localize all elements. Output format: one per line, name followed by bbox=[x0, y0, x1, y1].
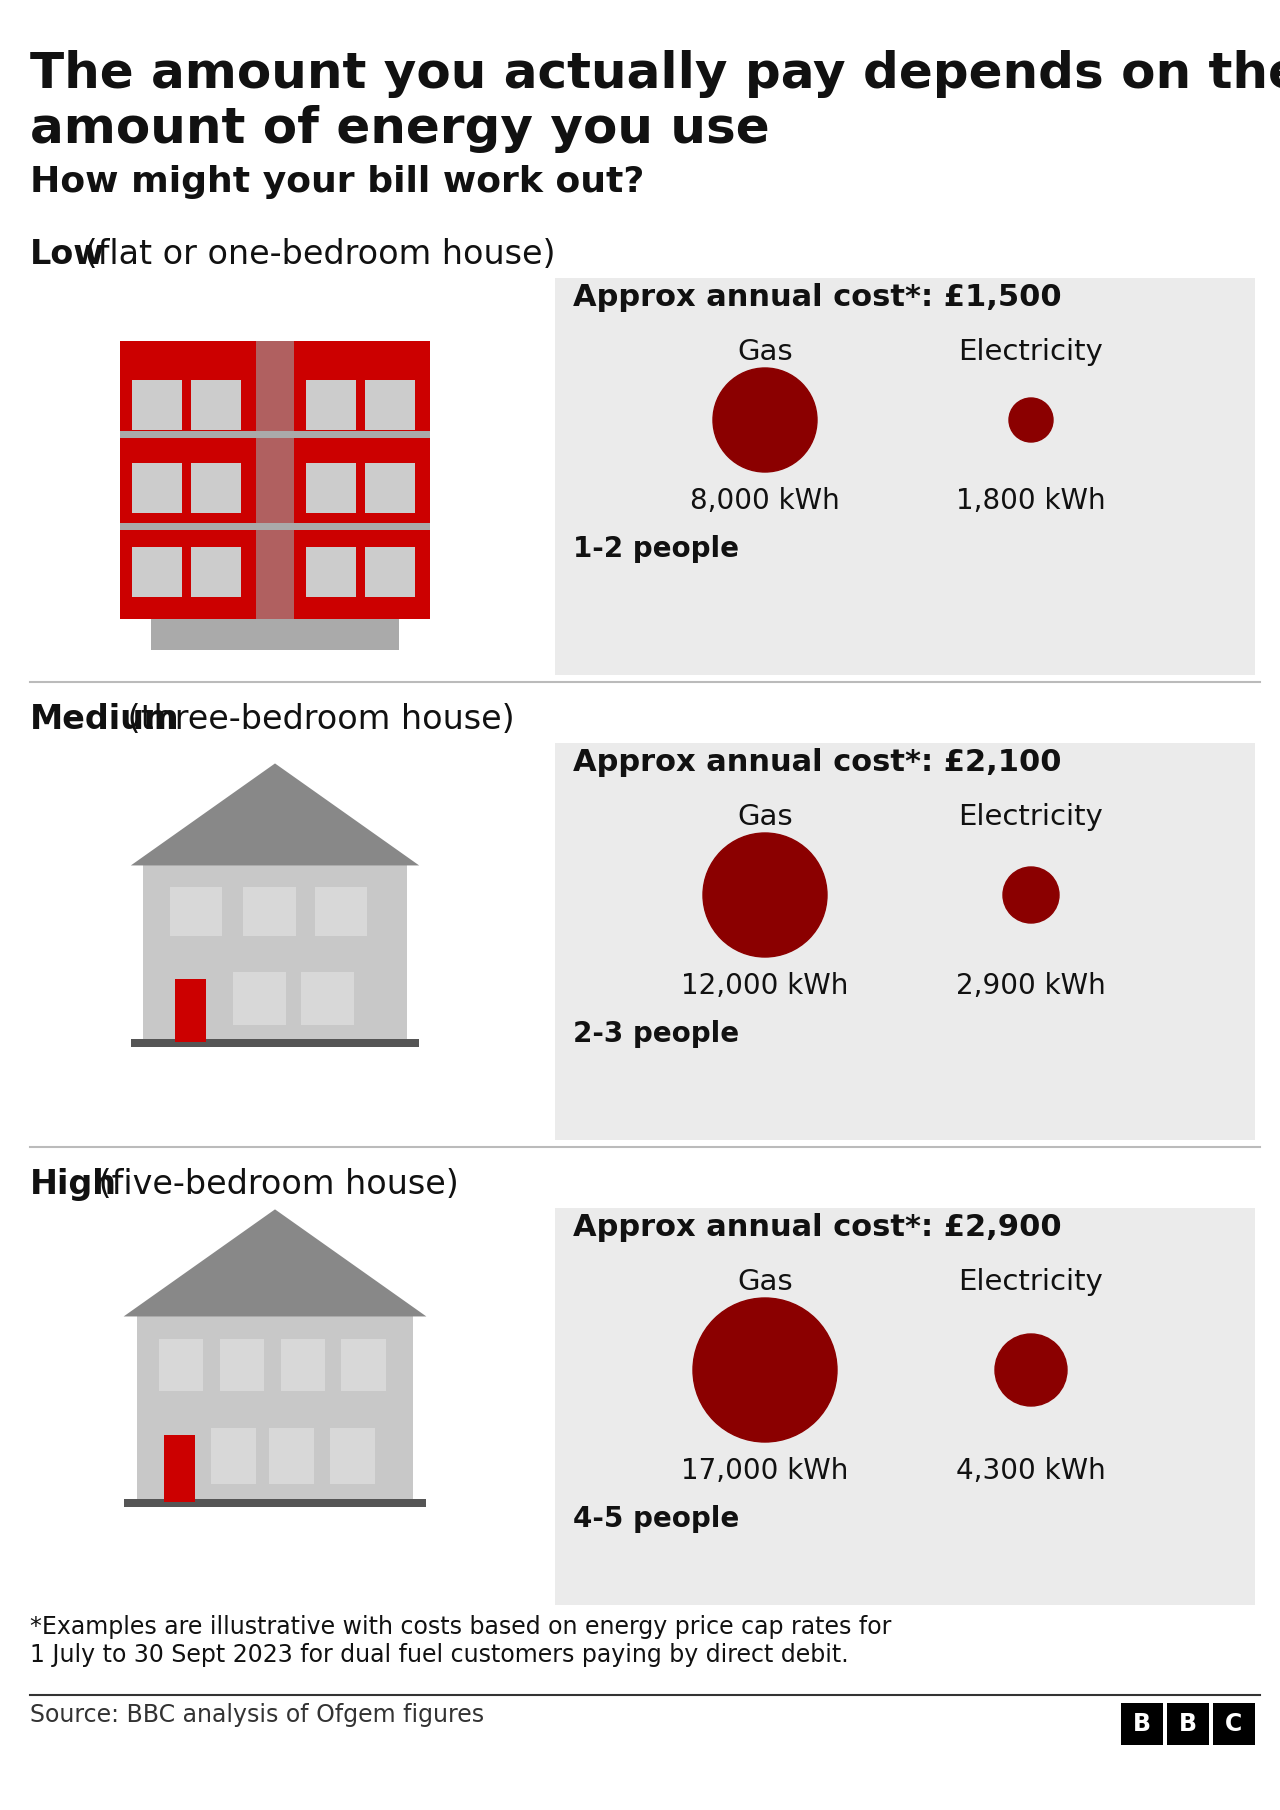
Text: amount of energy you use: amount of energy you use bbox=[29, 105, 769, 154]
Bar bbox=[365, 547, 415, 597]
Text: Approx annual cost*: £1,500: Approx annual cost*: £1,500 bbox=[573, 282, 1061, 311]
Text: Medium: Medium bbox=[29, 702, 179, 737]
Bar bbox=[306, 463, 356, 514]
Bar bbox=[1167, 1703, 1210, 1745]
Bar bbox=[270, 1428, 314, 1484]
Circle shape bbox=[1009, 398, 1053, 442]
Bar bbox=[233, 972, 285, 1024]
Text: Approx annual cost*: £2,900: Approx annual cost*: £2,900 bbox=[573, 1213, 1061, 1242]
Bar bbox=[365, 380, 415, 429]
Polygon shape bbox=[131, 764, 419, 865]
Text: 1-2 people: 1-2 people bbox=[573, 536, 739, 563]
Bar bbox=[1121, 1703, 1164, 1745]
Bar bbox=[120, 340, 256, 619]
Text: *Examples are illustrative with costs based on energy price cap rates for: *Examples are illustrative with costs ba… bbox=[29, 1615, 891, 1640]
Text: 4,300 kWh: 4,300 kWh bbox=[956, 1457, 1106, 1484]
Bar bbox=[191, 380, 241, 429]
Bar bbox=[1213, 1703, 1254, 1745]
Text: 17,000 kWh: 17,000 kWh bbox=[681, 1457, 849, 1484]
Bar bbox=[243, 887, 296, 936]
Bar bbox=[306, 380, 356, 429]
Text: 4-5 people: 4-5 people bbox=[573, 1504, 740, 1533]
Bar bbox=[306, 547, 356, 597]
Text: High: High bbox=[29, 1167, 116, 1202]
Bar bbox=[315, 887, 367, 936]
Bar bbox=[220, 1339, 264, 1390]
Bar bbox=[556, 279, 1254, 675]
Text: 2-3 people: 2-3 people bbox=[573, 1021, 739, 1048]
Bar bbox=[132, 463, 182, 514]
Text: Low: Low bbox=[29, 237, 105, 272]
Bar bbox=[131, 1039, 419, 1048]
Circle shape bbox=[713, 367, 817, 472]
Text: 2,900 kWh: 2,900 kWh bbox=[956, 972, 1106, 999]
Circle shape bbox=[703, 833, 827, 957]
Text: The amount you actually pay depends on the: The amount you actually pay depends on t… bbox=[29, 51, 1280, 98]
Bar bbox=[280, 1339, 325, 1390]
Bar bbox=[120, 431, 430, 438]
Text: Electricity: Electricity bbox=[959, 338, 1103, 366]
Bar bbox=[293, 340, 430, 619]
Bar bbox=[120, 523, 430, 530]
Bar bbox=[124, 1499, 426, 1508]
Bar bbox=[143, 865, 407, 1043]
Bar bbox=[365, 463, 415, 514]
Bar bbox=[151, 619, 399, 650]
Circle shape bbox=[1004, 867, 1059, 923]
Text: Electricity: Electricity bbox=[959, 804, 1103, 831]
Bar bbox=[159, 1339, 204, 1390]
Bar bbox=[132, 380, 182, 429]
Text: C: C bbox=[1225, 1712, 1243, 1736]
Bar bbox=[556, 742, 1254, 1140]
Text: 1 July to 30 Sept 2023 for dual fuel customers paying by direct debit.: 1 July to 30 Sept 2023 for dual fuel cus… bbox=[29, 1643, 849, 1667]
Text: Gas: Gas bbox=[737, 338, 792, 366]
Bar bbox=[556, 1207, 1254, 1605]
Bar bbox=[137, 1316, 413, 1502]
Text: (three-bedroom house): (three-bedroom house) bbox=[116, 702, 515, 737]
Text: Approx annual cost*: £2,100: Approx annual cost*: £2,100 bbox=[573, 748, 1061, 776]
Text: Gas: Gas bbox=[737, 804, 792, 831]
Text: How might your bill work out?: How might your bill work out? bbox=[29, 165, 644, 199]
Text: 8,000 kWh: 8,000 kWh bbox=[690, 487, 840, 516]
Bar bbox=[330, 1428, 375, 1484]
Bar bbox=[169, 887, 223, 936]
Bar bbox=[256, 340, 293, 619]
Text: 12,000 kWh: 12,000 kWh bbox=[681, 972, 849, 999]
Circle shape bbox=[995, 1334, 1068, 1406]
Bar bbox=[342, 1339, 385, 1390]
Bar bbox=[120, 619, 151, 650]
Text: 1,800 kWh: 1,800 kWh bbox=[956, 487, 1106, 516]
Bar bbox=[191, 547, 241, 597]
Text: (five-bedroom house): (five-bedroom house) bbox=[88, 1167, 458, 1202]
Circle shape bbox=[692, 1298, 837, 1443]
Bar bbox=[175, 979, 206, 1043]
Bar bbox=[132, 547, 182, 597]
Polygon shape bbox=[124, 1209, 426, 1316]
Bar bbox=[301, 972, 355, 1024]
Bar bbox=[191, 463, 241, 514]
Text: Electricity: Electricity bbox=[959, 1269, 1103, 1296]
Text: (flat or one-bedroom house): (flat or one-bedroom house) bbox=[73, 237, 556, 272]
Text: Gas: Gas bbox=[737, 1269, 792, 1296]
Bar bbox=[164, 1435, 195, 1502]
Text: B: B bbox=[1133, 1712, 1151, 1736]
Bar bbox=[211, 1428, 256, 1484]
Text: B: B bbox=[1179, 1712, 1197, 1736]
Text: Source: BBC analysis of Ofgem figures: Source: BBC analysis of Ofgem figures bbox=[29, 1703, 484, 1727]
